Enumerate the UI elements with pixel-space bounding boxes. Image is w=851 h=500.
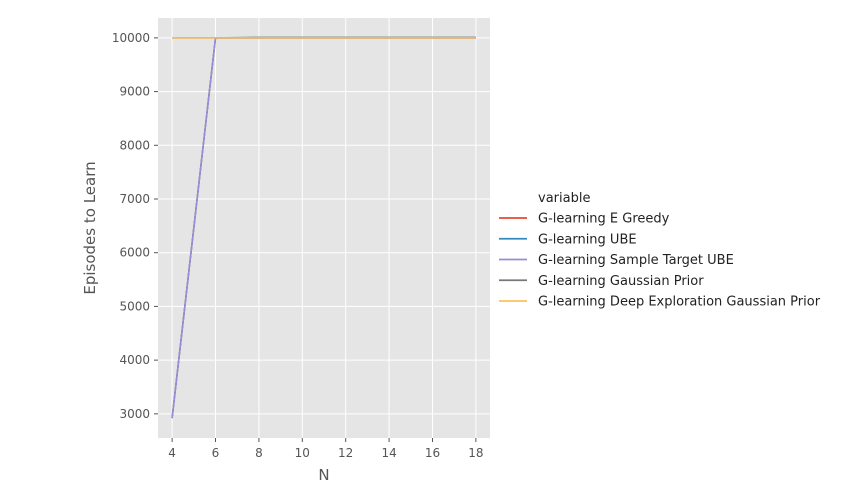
x-tick-label: 4: [168, 446, 176, 460]
y-tick-label: 9000: [119, 85, 150, 99]
y-tick-label: 3000: [119, 407, 150, 421]
x-tick-label: 12: [338, 446, 353, 460]
legend-entry: G-learning UBE: [538, 232, 637, 247]
x-axis-label: N: [318, 466, 329, 484]
legend-entry: G-learning Sample Target UBE: [538, 253, 734, 268]
x-tick-label: 8: [255, 446, 263, 460]
x-axis-ticks: 4 6 8 10 12 14 16 18: [168, 438, 484, 460]
y-tick-label: 8000: [119, 138, 150, 152]
legend-entry: G-learning E Greedy: [538, 212, 670, 227]
plot-area: [158, 18, 490, 438]
y-axis-ticks: 3000 4000 5000 6000 7000 8000 9000 10000: [112, 31, 158, 421]
x-tick-label: 14: [381, 446, 396, 460]
y-tick-label: 10000: [112, 31, 150, 45]
legend-title: variable: [538, 191, 590, 206]
legend-entry: G-learning Deep Exploration Gaussian Pri…: [538, 295, 821, 310]
y-tick-label: 7000: [119, 192, 150, 206]
legend-entry: G-learning Gaussian Prior: [538, 274, 704, 289]
y-tick-label: 5000: [119, 299, 150, 313]
grid-lines: [158, 18, 490, 438]
y-axis-label: Episodes to Learn: [81, 161, 99, 294]
y-tick-label: 6000: [119, 246, 150, 260]
x-tick-label: 16: [425, 446, 440, 460]
x-tick-label: 18: [468, 446, 483, 460]
legend: variable G-learning E Greedy G-learning U…: [499, 191, 821, 310]
y-tick-label: 4000: [119, 353, 150, 367]
x-tick-label: 10: [295, 446, 310, 460]
series-lines: [171, 36, 476, 419]
x-tick-label: 6: [212, 446, 220, 460]
